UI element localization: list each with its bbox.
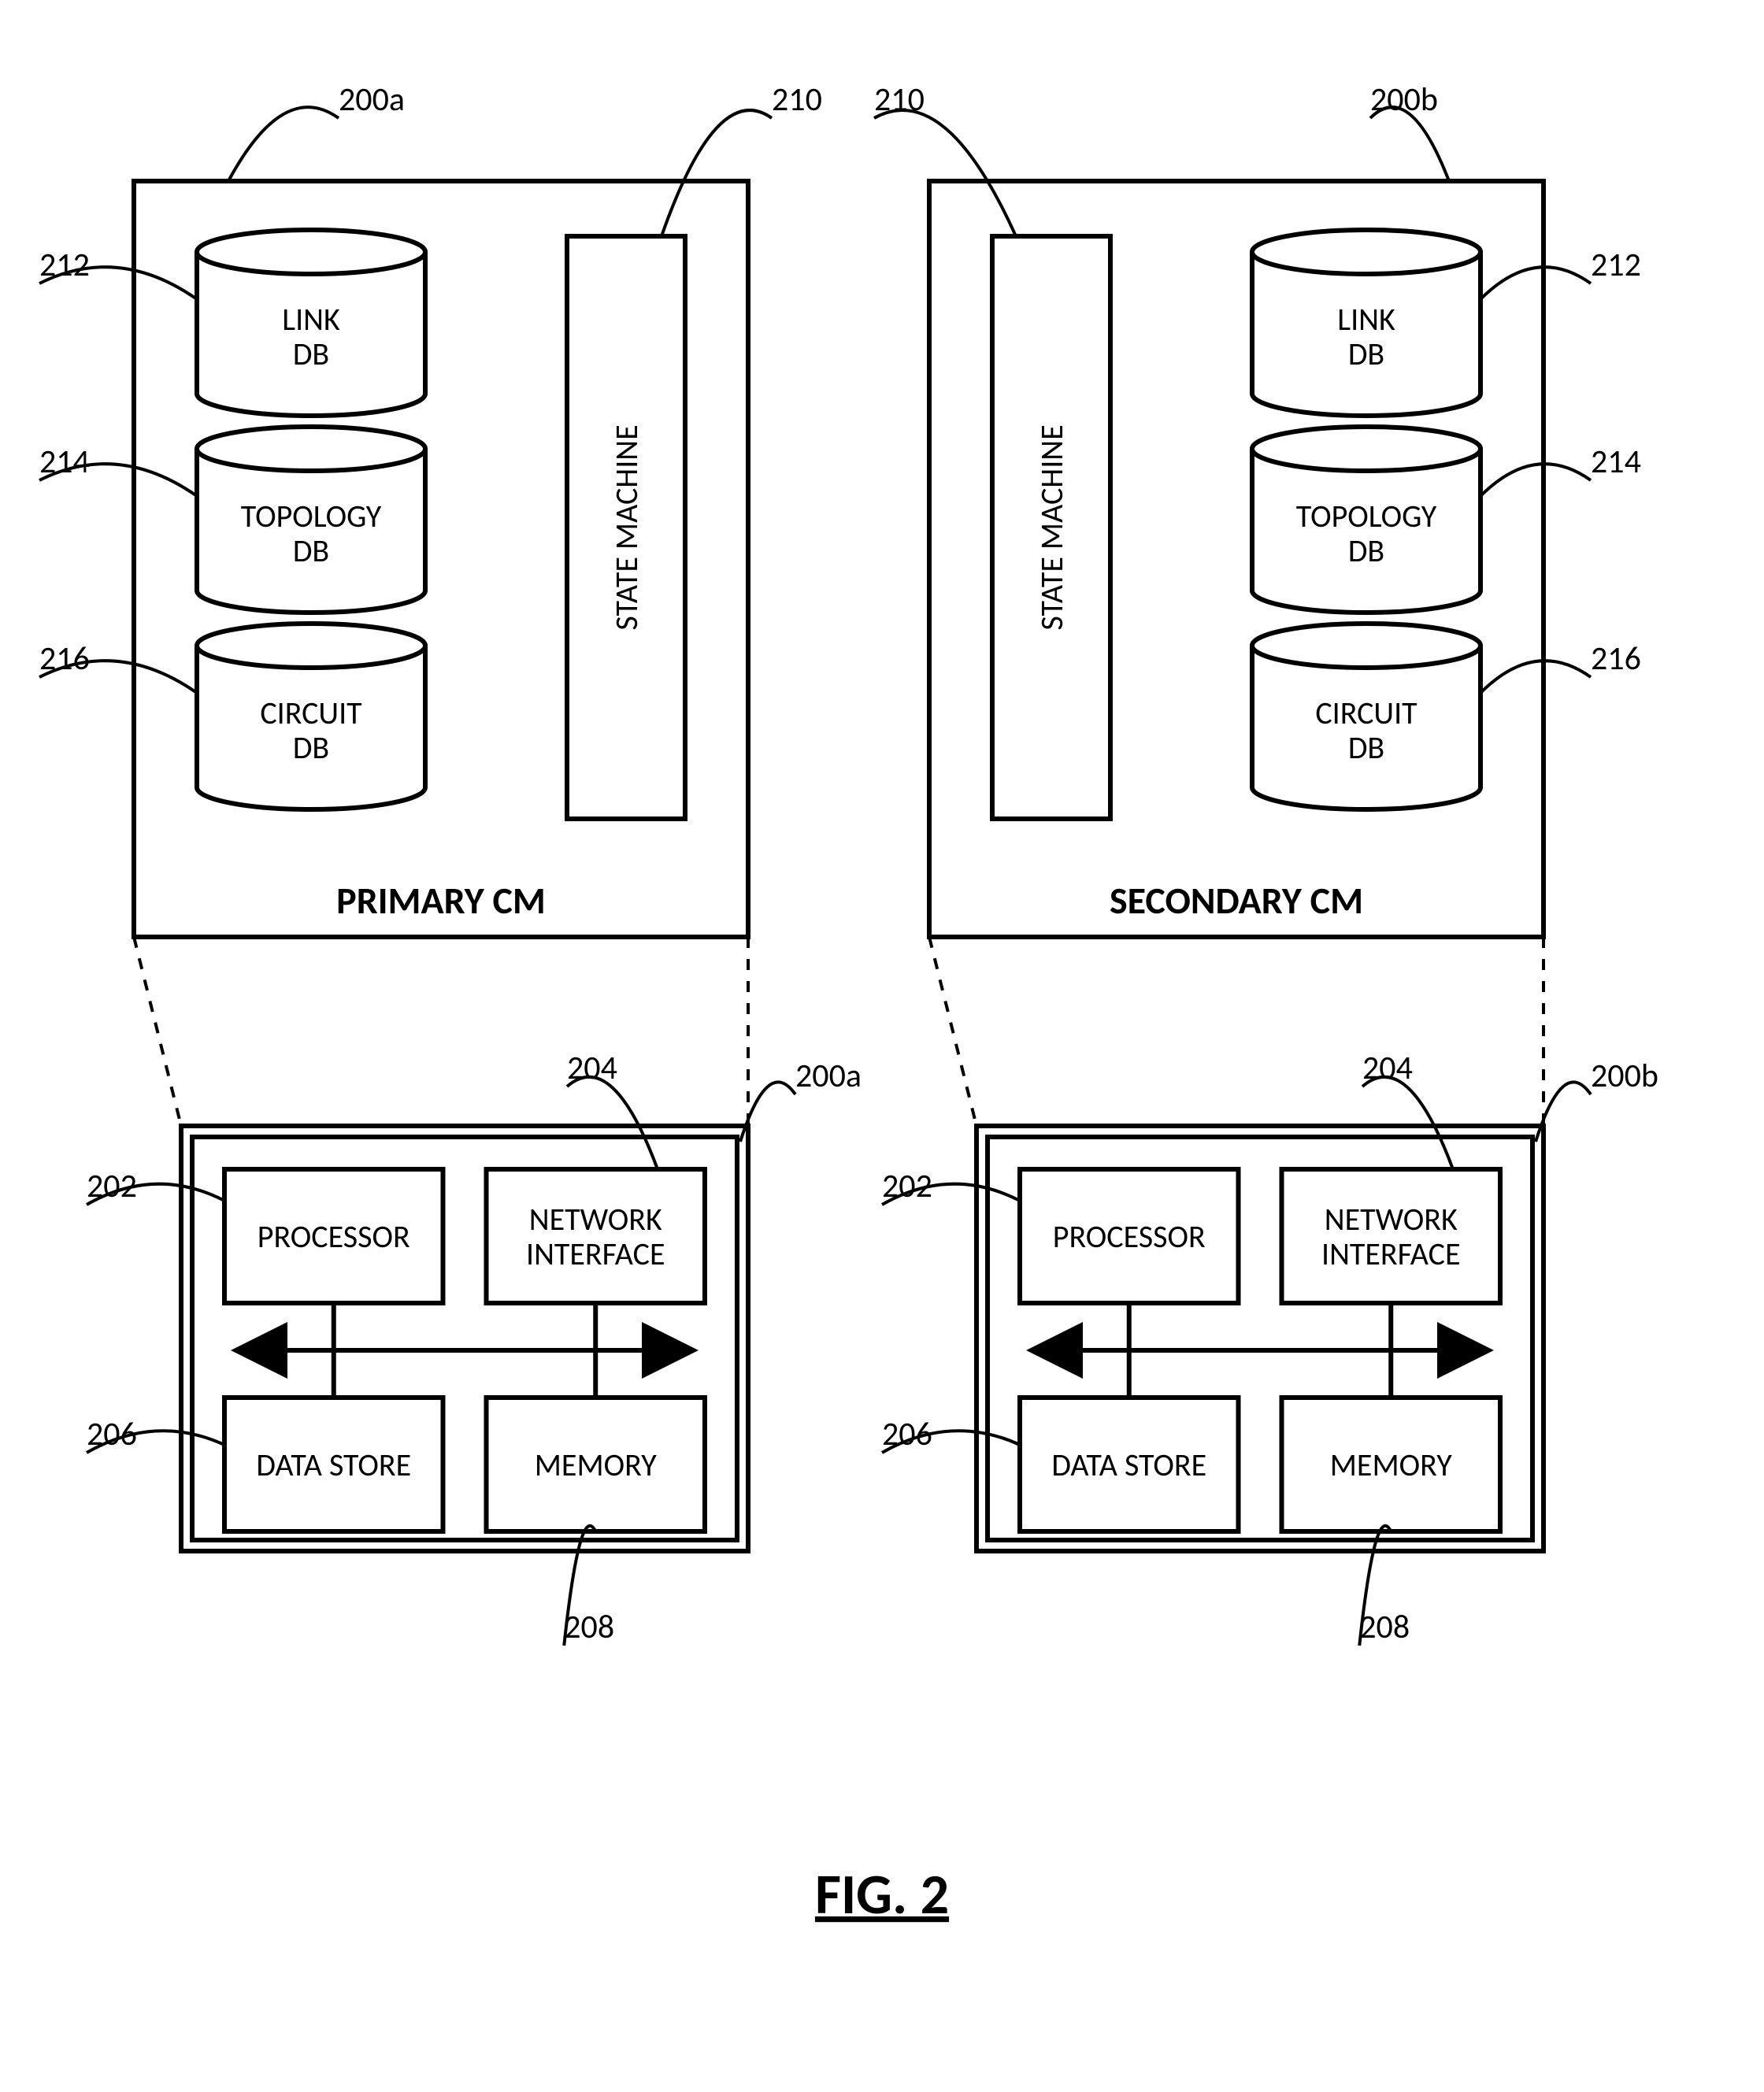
svg-text:204: 204	[1362, 1048, 1413, 1088]
svg-text:214: 214	[1591, 442, 1641, 482]
figure-title: FIG. 2	[815, 1860, 949, 1929]
cm-box	[134, 181, 748, 937]
hw-box-outer	[181, 1126, 748, 1551]
hw-label: PROCESSOR	[1053, 1217, 1206, 1256]
db-label: LINK	[282, 300, 340, 339]
db-label: CIRCUIT	[1315, 694, 1418, 732]
hw-label2: INTERFACE	[526, 1235, 665, 1273]
svg-text:200a: 200a	[339, 80, 405, 120]
hw-label: PROCESSOR	[258, 1217, 410, 1256]
cm-caption: PRIMARY CM	[336, 877, 546, 924]
state-machine-label: STATE MACHINE	[1032, 424, 1071, 630]
svg-text:200a: 200a	[795, 1056, 862, 1096]
svg-text:206: 206	[87, 1414, 137, 1454]
hw-label: DATA STORE	[256, 1446, 411, 1484]
svg-text:208: 208	[564, 1607, 614, 1647]
state-machine-label: STATE MACHINE	[607, 424, 646, 630]
diagram-svg: PRIMARY CM200aLINKDB212TOPOLOGYDB214CIRC…	[0, 0, 1764, 2092]
svg-text:200b: 200b	[1370, 80, 1438, 120]
hw-label: NETWORK	[529, 1200, 662, 1239]
svg-text:212: 212	[1591, 245, 1641, 285]
svg-text:210: 210	[772, 80, 822, 120]
hw-label2: INTERFACE	[1321, 1235, 1460, 1273]
db-label: CIRCUIT	[260, 694, 362, 732]
svg-text:200b: 200b	[1591, 1056, 1658, 1096]
db-label2: DB	[293, 728, 329, 767]
db-label2: DB	[1348, 335, 1384, 373]
cm-caption: SECONDARY CM	[1110, 877, 1363, 924]
svg-text:206: 206	[882, 1414, 932, 1454]
hw-label: NETWORK	[1325, 1200, 1458, 1239]
db-label2: DB	[1348, 531, 1384, 570]
db-label2: DB	[1348, 728, 1384, 767]
svg-text:208: 208	[1359, 1607, 1410, 1647]
svg-text:216: 216	[39, 639, 90, 679]
svg-text:210: 210	[874, 80, 925, 120]
svg-text:212: 212	[39, 245, 90, 285]
db-label: TOPOLOGY	[1296, 497, 1437, 535]
svg-text:202: 202	[87, 1166, 137, 1206]
hw-label: MEMORY	[1330, 1446, 1453, 1484]
hw-box-outer	[976, 1126, 1544, 1551]
svg-text:216: 216	[1591, 639, 1641, 679]
db-label2: DB	[293, 335, 329, 373]
svg-text:202: 202	[882, 1166, 932, 1206]
hw-label: MEMORY	[535, 1446, 658, 1484]
hw-label: DATA STORE	[1051, 1446, 1206, 1484]
svg-text:214: 214	[39, 442, 90, 482]
figure-2: PRIMARY CM200aLINKDB212TOPOLOGYDB214CIRC…	[0, 0, 1764, 2092]
db-label: LINK	[1337, 300, 1395, 339]
db-label: TOPOLOGY	[241, 497, 382, 535]
cm-box	[929, 181, 1544, 937]
db-label2: DB	[293, 531, 329, 570]
svg-text:204: 204	[567, 1048, 617, 1088]
